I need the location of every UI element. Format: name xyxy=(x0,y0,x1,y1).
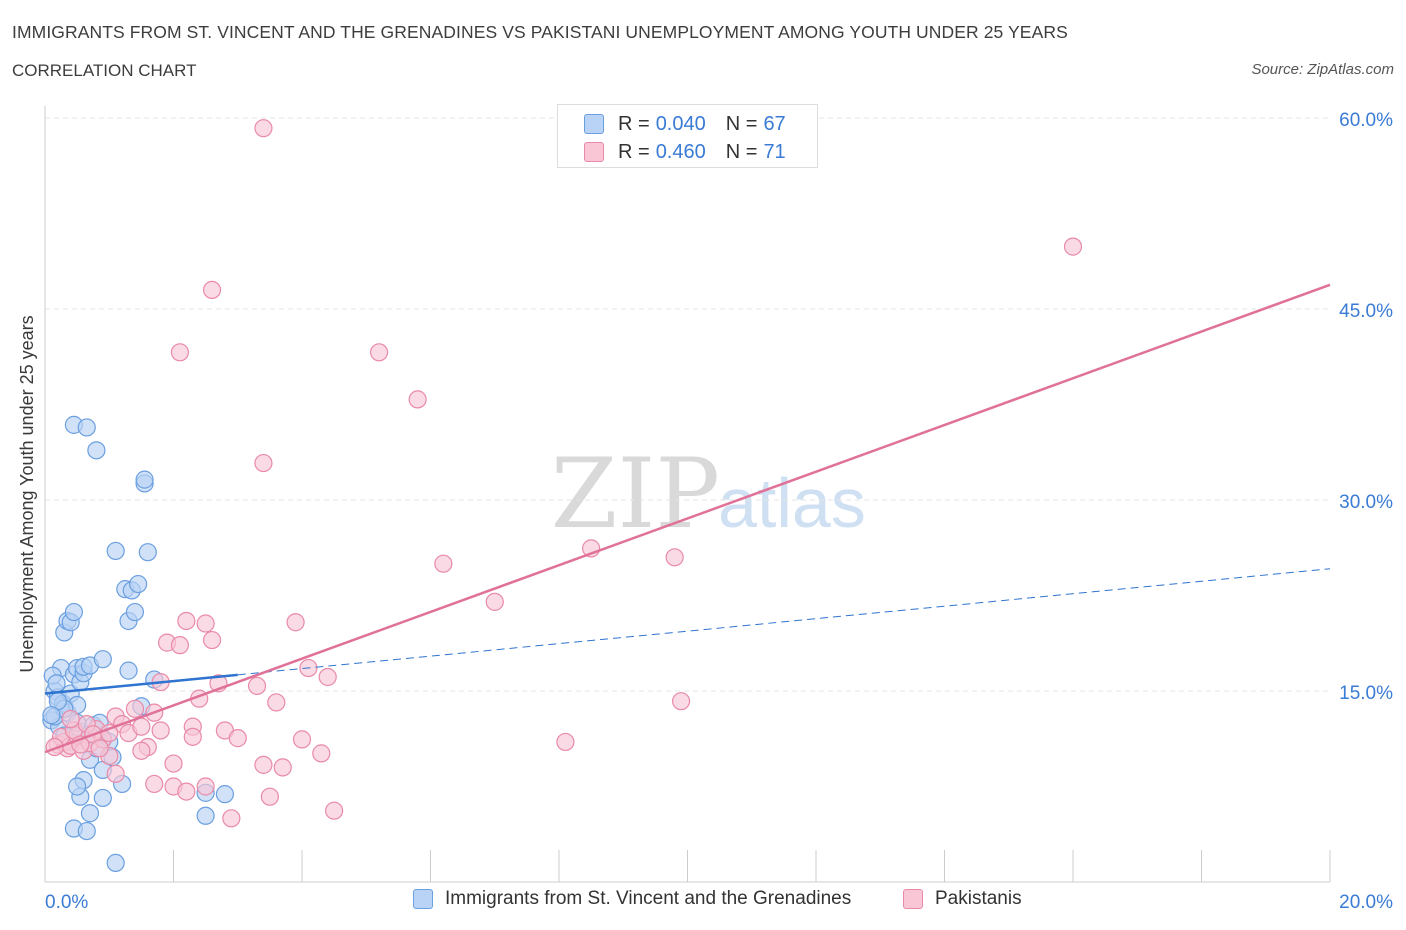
data-point xyxy=(196,806,215,825)
data-point xyxy=(61,709,80,729)
series1-label: Immigrants from St. Vincent and the Gren… xyxy=(445,888,852,909)
data-point xyxy=(215,785,234,804)
data-point xyxy=(254,119,273,138)
data-point xyxy=(485,592,504,611)
data-point xyxy=(312,744,331,763)
data-point xyxy=(222,809,241,828)
watermark-zip: ZIP xyxy=(551,438,720,550)
y-axis-label: Unemployment Among Youth under 25 years xyxy=(17,315,37,672)
watermark-atlas: atlas xyxy=(718,464,866,542)
pink-swatch-icon xyxy=(903,889,923,909)
data-point xyxy=(64,602,84,622)
data-point xyxy=(247,676,267,696)
data-point xyxy=(93,788,112,808)
stats-legend: R = 0.040 N = 67 R = 0.460 N = 71 xyxy=(557,104,818,168)
data-point xyxy=(135,470,154,489)
data-point xyxy=(177,782,196,801)
chart-subtitle: CORRELATION CHART xyxy=(12,61,197,80)
data-point xyxy=(254,453,273,473)
r-value: 0.460 xyxy=(655,140,706,163)
data-point xyxy=(196,777,215,796)
data-point xyxy=(1063,237,1083,256)
data-point xyxy=(151,721,170,740)
series-1-trendline xyxy=(44,673,238,695)
data-point xyxy=(145,774,164,794)
data-point xyxy=(202,280,222,299)
data-point xyxy=(254,755,273,774)
data-point xyxy=(138,543,157,562)
stats-legend-row-blue: R = 0.040 N = 67 xyxy=(584,110,786,138)
data-point xyxy=(125,602,145,622)
data-point xyxy=(292,730,312,749)
bottom-legend-series1: Immigrants from St. Vincent and the Gren… xyxy=(413,888,851,910)
data-point xyxy=(267,693,286,712)
r-label: R = xyxy=(618,140,650,163)
chart-title: IMMIGRANTS FROM ST. VINCENT AND THE GREN… xyxy=(12,22,1068,42)
data-point xyxy=(325,801,344,820)
data-point xyxy=(196,614,215,633)
data-point xyxy=(125,699,145,718)
r-label: R = xyxy=(618,112,650,135)
n-label: N = xyxy=(725,112,758,135)
data-point xyxy=(90,739,109,758)
n-value: 67 xyxy=(763,112,786,135)
data-point xyxy=(42,706,61,725)
data-point xyxy=(170,636,190,655)
data-point xyxy=(177,611,196,631)
data-point xyxy=(170,343,190,362)
data-point xyxy=(273,758,292,777)
x-tick-label: 20.0% xyxy=(1339,892,1393,913)
data-point xyxy=(434,554,453,573)
data-point xyxy=(260,787,279,806)
data-point xyxy=(132,741,151,760)
blue-swatch-icon xyxy=(413,889,433,909)
data-point xyxy=(318,667,337,687)
stats-legend-row-pink: R = 0.460 N = 71 xyxy=(584,138,786,166)
series-1-trendline-extension xyxy=(237,568,1331,676)
data-point xyxy=(106,853,125,873)
data-point xyxy=(68,777,87,796)
data-point xyxy=(47,674,66,693)
data-point xyxy=(77,821,96,841)
data-point xyxy=(183,727,202,746)
data-point xyxy=(80,804,100,823)
data-point xyxy=(77,418,96,437)
r-value: 0.040 xyxy=(655,112,706,135)
y-tick-label: 60.0% xyxy=(1339,110,1393,131)
series-2-trendline xyxy=(44,283,1331,754)
data-point xyxy=(408,390,427,409)
data-point xyxy=(228,729,247,748)
data-point xyxy=(93,650,112,669)
source-credit: Source: ZipAtlas.com xyxy=(1251,61,1394,78)
data-point xyxy=(132,717,151,736)
bottom-legend-series2: Pakistanis xyxy=(903,888,1022,910)
data-point xyxy=(119,661,138,680)
data-point xyxy=(87,441,106,460)
data-point xyxy=(202,630,222,650)
y-tick-label: 15.0% xyxy=(1339,683,1393,704)
data-point xyxy=(129,574,148,594)
data-point xyxy=(286,613,305,632)
x-tick-label: 0.0% xyxy=(45,892,88,913)
y-tick-label: 45.0% xyxy=(1339,301,1393,322)
data-point xyxy=(106,541,125,561)
n-value: 71 xyxy=(763,140,786,163)
series2-label: Pakistanis xyxy=(935,888,1022,909)
data-point xyxy=(164,754,183,773)
data-point xyxy=(556,732,575,752)
pink-swatch-icon xyxy=(584,142,604,162)
n-label: N = xyxy=(725,140,758,163)
data-point xyxy=(665,548,684,567)
data-point xyxy=(671,692,691,711)
y-tick-label: 30.0% xyxy=(1339,492,1393,513)
blue-swatch-icon xyxy=(584,114,604,134)
data-point xyxy=(106,764,125,783)
data-point xyxy=(370,343,389,362)
